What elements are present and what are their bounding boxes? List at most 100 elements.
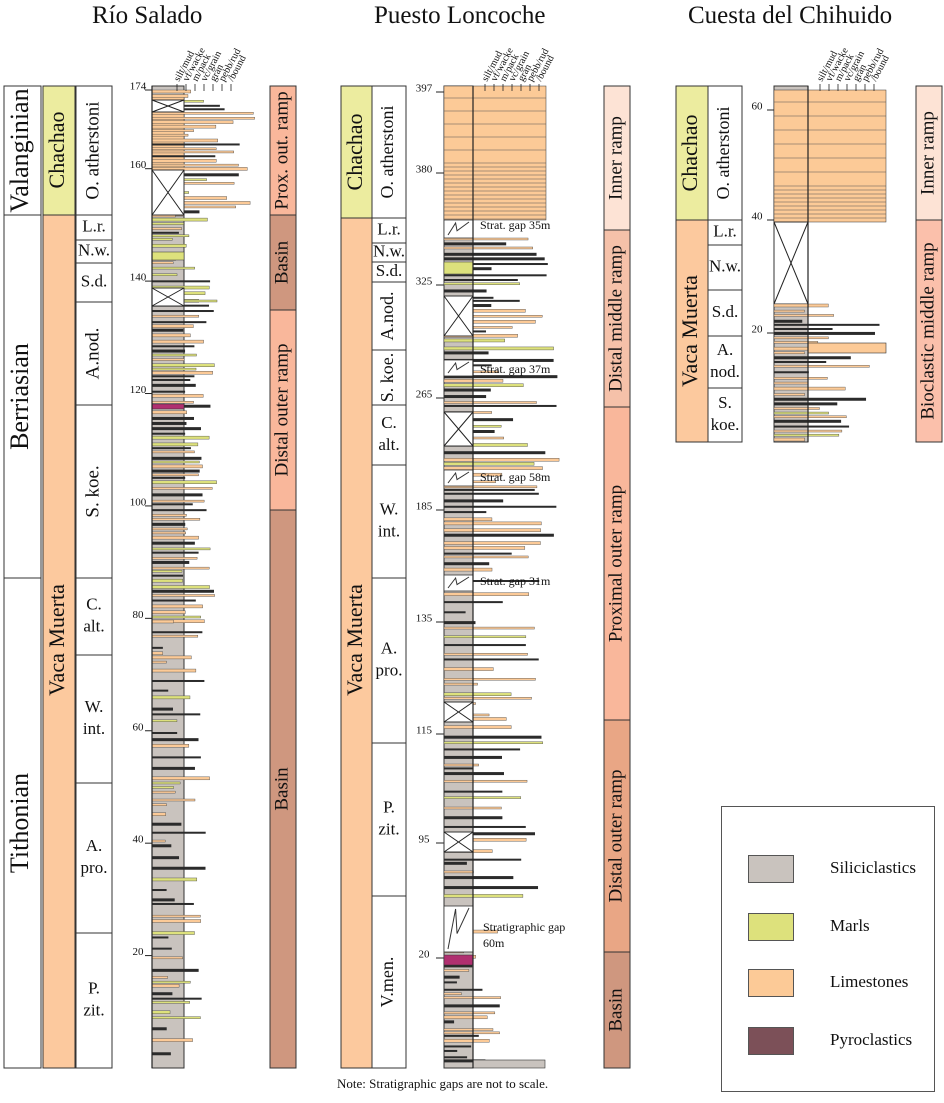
bed-bar xyxy=(152,551,199,554)
zone-label: L.r. xyxy=(713,221,737,240)
bed-bar xyxy=(151,273,178,276)
bed-bar xyxy=(443,528,541,532)
bed-bar xyxy=(444,375,558,379)
bed-bar xyxy=(444,735,542,739)
zone-label: W. xyxy=(85,697,104,716)
bed-bar xyxy=(773,415,847,419)
depth-tick-label: 20 xyxy=(419,949,431,961)
bed-bar xyxy=(773,314,834,317)
bed-bar xyxy=(151,333,191,338)
environment-label: Inner ramp xyxy=(917,111,938,195)
ammonite-zone-box xyxy=(371,577,407,744)
bed-bar xyxy=(151,615,201,619)
bed-bar xyxy=(151,634,199,638)
ammonite-zone-box xyxy=(75,932,113,1069)
ammonite-zone-box xyxy=(707,387,743,443)
litho-pyroclastic-bed xyxy=(443,954,474,966)
zone-label: V.men. xyxy=(377,957,397,1008)
bed-bar xyxy=(774,397,867,401)
bed-bar xyxy=(443,870,474,874)
bed-bar xyxy=(773,386,846,391)
bed-bar xyxy=(152,541,195,545)
bed-bar xyxy=(444,552,512,555)
bed-bar xyxy=(152,936,169,939)
bed-bar xyxy=(151,124,217,129)
bed-bar xyxy=(443,567,493,572)
bed-bar xyxy=(151,566,210,570)
gap-label: Stratigraphic gap xyxy=(483,920,565,934)
bed-bar xyxy=(151,914,201,918)
depth-tick-label: 60 xyxy=(133,721,145,733)
bed-bar xyxy=(773,407,820,410)
bed-bar xyxy=(443,969,470,972)
environment-label: Distal outer ramp xyxy=(605,770,626,903)
bed-bar xyxy=(152,143,240,146)
bed-bar xyxy=(443,338,505,343)
environment-box xyxy=(603,229,631,408)
bed-bar xyxy=(152,560,190,564)
bed-bar xyxy=(444,488,535,491)
zone-label: C. xyxy=(381,413,397,432)
covered-interval-diag xyxy=(443,831,474,853)
bed-bar xyxy=(444,876,514,880)
legend-swatch-siliciclastics xyxy=(748,855,794,883)
bed-bar xyxy=(151,261,174,264)
zone-label: pro. xyxy=(81,858,108,877)
depth-tick-label: 397 xyxy=(416,83,433,95)
zone-label: alt. xyxy=(378,435,399,454)
bed-bar xyxy=(444,289,487,293)
zone-label: int. xyxy=(83,719,105,738)
bed-bar xyxy=(152,997,202,1000)
bed-bar xyxy=(444,767,473,770)
zone-label: koe. xyxy=(711,415,740,434)
bed-bar xyxy=(444,1059,486,1063)
bed-bar xyxy=(444,825,526,828)
covered-interval-diag xyxy=(443,701,474,723)
bed-bar xyxy=(443,796,522,799)
covered-interval-diag xyxy=(443,411,474,447)
stage-box xyxy=(3,577,42,1069)
bed-bar xyxy=(151,803,167,806)
zone-label: pro. xyxy=(376,660,403,679)
bed-bar xyxy=(444,505,557,508)
zone-label: A. xyxy=(86,836,103,855)
bed-bar xyxy=(151,339,204,344)
ammonite-zone-box xyxy=(75,654,113,784)
bed-bar xyxy=(443,1011,496,1015)
bed-bar xyxy=(151,919,201,923)
bed-bar xyxy=(152,831,206,834)
bed-bar xyxy=(152,599,196,602)
bed-bar xyxy=(152,427,201,431)
bed-bar xyxy=(151,410,187,415)
covered-interval-diag xyxy=(773,221,809,305)
bed-bar xyxy=(152,689,169,692)
bed-bar xyxy=(774,371,809,374)
environment-label: Proximal outer ramp xyxy=(605,485,626,642)
bed-bar xyxy=(443,635,527,638)
stage-box xyxy=(3,85,42,216)
ammonite-zone-box xyxy=(371,895,407,1069)
bed-bar xyxy=(151,464,203,469)
zone-label: N.w. xyxy=(709,256,741,275)
bed-bar xyxy=(443,462,535,466)
bed-bar xyxy=(151,227,182,230)
bed-bar xyxy=(152,310,214,313)
bed-bar xyxy=(152,447,191,450)
environment-label: Basin xyxy=(271,767,292,811)
bed-bar xyxy=(151,487,213,490)
bed-bar xyxy=(151,94,189,98)
bed-bar xyxy=(151,363,215,367)
bed-bar xyxy=(151,163,239,167)
bed-bar xyxy=(151,786,174,789)
bed-bar xyxy=(151,480,217,484)
bed-bar xyxy=(443,779,528,783)
zone-label: nod. xyxy=(710,362,740,381)
bed-bar xyxy=(151,394,204,398)
bed-bar xyxy=(152,349,186,353)
bed-bar xyxy=(774,327,833,330)
bed-bar xyxy=(152,1027,167,1031)
bed-bar xyxy=(152,469,200,473)
zone-label: S. koe. xyxy=(82,465,103,517)
bed-bar xyxy=(773,377,828,380)
zone-label: A.nod. xyxy=(377,292,397,341)
